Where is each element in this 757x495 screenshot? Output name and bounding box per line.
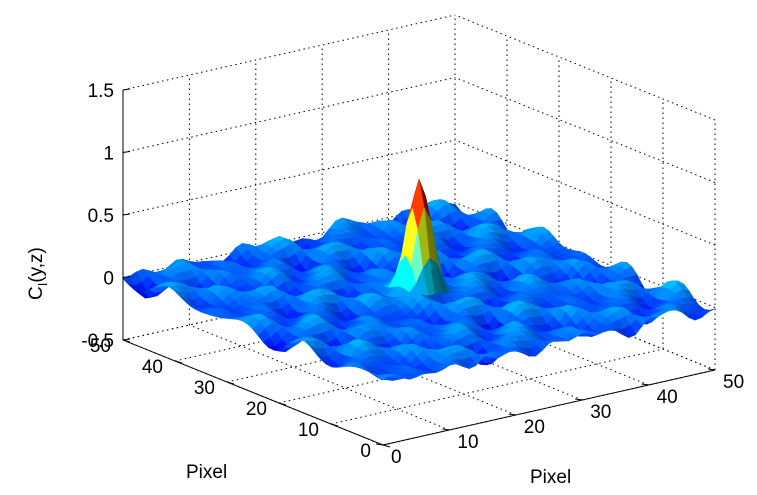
axes: -0.5 0 0.5 1 1.5 0 10 20 30 40 50 0 10 20 30 40 50 bbox=[81, 81, 744, 468]
right-axis-tick-label: 40 bbox=[657, 387, 678, 408]
surface bbox=[122, 178, 716, 381]
z-tick-label: 1.5 bbox=[88, 81, 114, 102]
right-axis-tick bbox=[375, 443, 384, 446]
left-axis-tick bbox=[330, 423, 339, 427]
left-axis-tick bbox=[226, 381, 235, 385]
right-axis-tick-label: 10 bbox=[457, 432, 478, 453]
left-axis-tick-label: 20 bbox=[246, 399, 267, 420]
surface-patch bbox=[377, 373, 391, 381]
right-axis-tick bbox=[575, 398, 583, 401]
left-axis-line bbox=[122, 339, 384, 446]
right-axis-tick-label: 20 bbox=[524, 417, 545, 438]
right-axis-line bbox=[382, 369, 716, 446]
svg-text:CI(y,z): CI(y,z) bbox=[26, 247, 50, 300]
z-tick-label: 1 bbox=[103, 144, 114, 165]
right-axis-tick-label: 30 bbox=[590, 402, 611, 423]
z-tick-label: 0 bbox=[103, 269, 114, 290]
right-axis-tick bbox=[442, 428, 450, 431]
z-label-args: (y,z) bbox=[26, 247, 47, 283]
gridline bbox=[122, 14, 456, 91]
left-axis-tick bbox=[122, 339, 131, 343]
right-axis-tick bbox=[508, 413, 516, 416]
z-tick-label: 0.5 bbox=[88, 206, 114, 227]
left-axis-tick bbox=[174, 360, 183, 364]
z-tick-label: -0.5 bbox=[81, 331, 114, 352]
z-label-sub: I bbox=[35, 283, 50, 287]
right-axis-label: Pixel bbox=[530, 467, 571, 488]
z-tick bbox=[122, 151, 131, 153]
right-axis-tick bbox=[641, 383, 649, 386]
z-tick bbox=[122, 276, 131, 278]
gridline bbox=[122, 77, 456, 153]
right-axis-tick bbox=[707, 368, 716, 371]
left-axis-tick-label: 50 bbox=[90, 336, 111, 357]
left-axis-tick-label: 30 bbox=[194, 378, 215, 399]
gridline bbox=[454, 77, 716, 183]
left-axis-tick-label: 40 bbox=[142, 357, 163, 378]
gridline bbox=[330, 348, 664, 425]
z-tick bbox=[122, 213, 131, 216]
gridline bbox=[454, 139, 716, 246]
left-axis-tick-label: 0 bbox=[360, 441, 371, 462]
z-tick bbox=[122, 88, 131, 91]
z-label-main: C bbox=[26, 286, 47, 300]
gridline bbox=[122, 139, 456, 216]
left-axis-label: Pixel bbox=[186, 462, 227, 483]
right-axis-tick-label: 0 bbox=[391, 447, 402, 468]
left-axis-tick bbox=[278, 402, 287, 406]
gridline bbox=[454, 14, 716, 121]
z-axis-label: CI(y,z) bbox=[26, 247, 50, 300]
left-axis-tick-label: 10 bbox=[298, 420, 319, 441]
right-axis-tick-label: 50 bbox=[723, 372, 744, 393]
left-axis-tick bbox=[382, 444, 391, 448]
gridline bbox=[189, 324, 450, 431]
